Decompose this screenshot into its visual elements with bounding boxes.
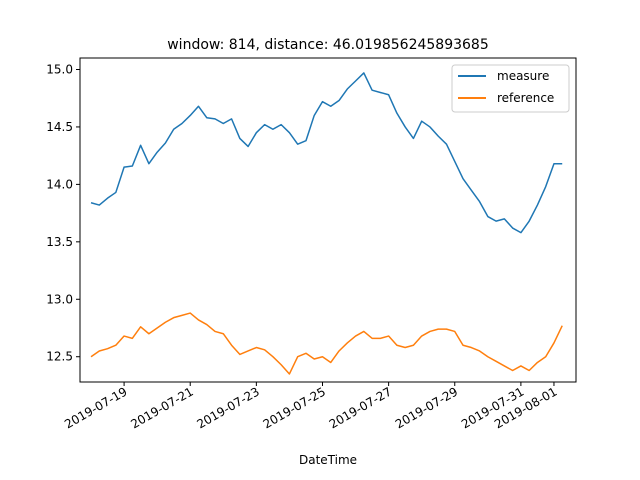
y-tick-label: 14.0 [46, 177, 73, 191]
chart-title: window: 814, distance: 46.01985624589368… [167, 37, 489, 53]
series-line-reference [90, 312, 563, 375]
legend: measure reference [451, 64, 570, 113]
y-tick-label: 13.5 [46, 235, 73, 249]
series-line-measure [90, 72, 563, 234]
legend-label-measure: measure [497, 69, 549, 83]
legend-label-reference: reference [497, 91, 554, 105]
x-axis-label: DateTime [299, 453, 357, 467]
plot-frame [79, 57, 577, 383]
y-tick-label: 14.5 [46, 120, 73, 134]
y-tick-label: 12.5 [46, 350, 73, 364]
y-tick-label: 13.0 [46, 292, 73, 306]
series-layer [90, 72, 563, 375]
y-axis: 12.5 13.0 13.5 14.0 14.5 15.0 [46, 62, 80, 364]
y-tick-label: 15.0 [46, 62, 73, 76]
